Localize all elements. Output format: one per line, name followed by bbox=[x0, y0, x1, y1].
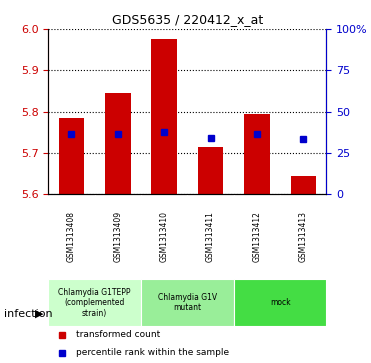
Bar bbox=[141, 279, 234, 326]
Text: GSM1313410: GSM1313410 bbox=[160, 211, 169, 262]
Bar bbox=[290, 176, 316, 194]
Bar bbox=[151, 39, 177, 194]
Text: percentile rank within the sample: percentile rank within the sample bbox=[76, 348, 229, 357]
Bar bbox=[59, 118, 84, 194]
Bar bbox=[198, 147, 223, 194]
Text: ▶: ▶ bbox=[35, 309, 44, 319]
Title: GDS5635 / 220412_x_at: GDS5635 / 220412_x_at bbox=[112, 13, 263, 26]
Text: Chlamydia G1V
mutant: Chlamydia G1V mutant bbox=[158, 293, 217, 313]
Bar bbox=[244, 114, 270, 194]
Text: Chlamydia G1TEPP
(complemented
strain): Chlamydia G1TEPP (complemented strain) bbox=[58, 288, 131, 318]
Text: infection: infection bbox=[4, 309, 52, 319]
Bar bbox=[48, 279, 141, 326]
Text: GSM1313412: GSM1313412 bbox=[252, 211, 262, 262]
Bar bbox=[105, 93, 131, 194]
Bar bbox=[234, 279, 326, 326]
Text: GSM1313409: GSM1313409 bbox=[113, 211, 122, 262]
Text: GSM1313413: GSM1313413 bbox=[299, 211, 308, 262]
Text: mock: mock bbox=[270, 298, 290, 307]
Text: GSM1313408: GSM1313408 bbox=[67, 211, 76, 262]
Text: transformed count: transformed count bbox=[76, 330, 160, 339]
Text: GSM1313411: GSM1313411 bbox=[206, 211, 215, 262]
